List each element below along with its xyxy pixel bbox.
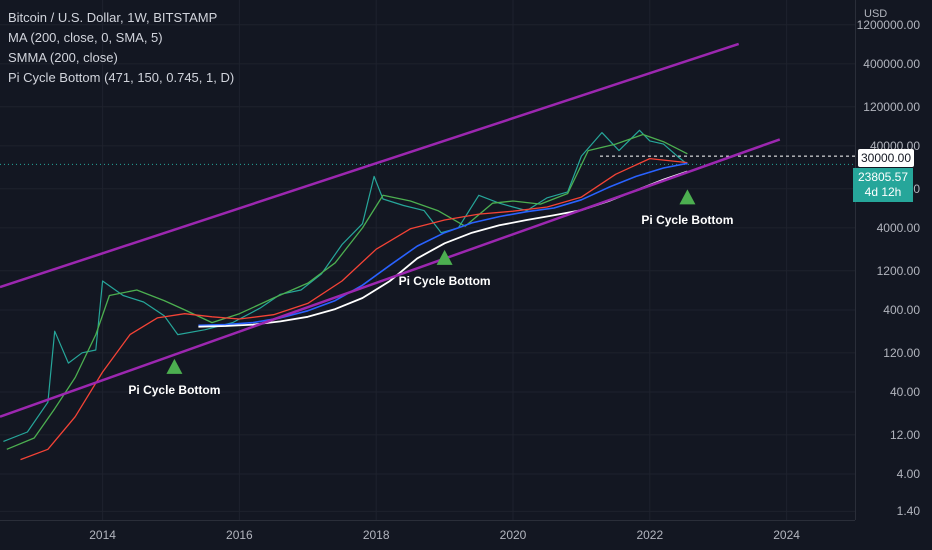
price-tick-label: 120000.00 [863,99,920,114]
chart-series [0,42,781,461]
time-tick-label: 2016 [226,528,253,542]
pi-cycle-bottom-label: Pi Cycle Bottom [641,213,734,228]
chart-markers [166,189,696,374]
price-tick-label: 400.00 [883,302,920,317]
pi-cycle-bottom-marker [166,358,183,374]
series-line-smma [20,157,688,461]
price-tick-label: 1.40 [896,504,920,519]
legend-smma[interactable]: SMMA (200, close) [8,50,118,65]
price-tick-label: 1200.00 [876,263,920,278]
currency-label: USD [864,8,888,20]
series-line-channel-lower [0,138,781,418]
price-tick-label: 4.00 [896,467,920,481]
level-price-tag: 30000.00 [858,149,914,167]
series-line-price [3,129,688,442]
legend-ma[interactable]: MA (200, close, 0, SMA, 5) [8,30,163,45]
time-axis[interactable]: 2014 2016 2018 2020 2022 2024 [0,520,855,550]
price-chart[interactable] [0,0,855,520]
price-tick-label: 120.00 [883,345,920,360]
last-price-value: 23805.57 [857,170,909,184]
pi-cycle-bottom-label: Pi Cycle Bottom [398,273,491,288]
legend-pi-cycle-bottom[interactable]: Pi Cycle Bottom (471, 150, 0.745, 1, D) [8,70,235,85]
time-tick-label: 2018 [362,528,390,542]
chart-legend: Bitcoin / U.S. Dollar, 1W, BITSTAMP MA (… [8,8,234,88]
pi-cycle-bottom-marker [436,249,453,265]
price-axis[interactable]: USD 1200000.00 400000.00 120000.00 40000.00… [855,0,932,520]
price-tick-label: 4000.00 [876,220,920,235]
series-line-channel-upper [0,42,740,289]
time-tick-label: 2024 [773,528,800,542]
last-price-tag: 23805.57 4d 12h [853,168,913,202]
price-tick-label: 1200000.00 [856,17,920,32]
bar-countdown: 4d 12h [864,185,902,199]
time-tick-label: 2014 [89,528,116,542]
pi-cycle-bottom-label: Pi Cycle Bottom [128,382,221,397]
series-line-ma [6,133,688,450]
price-tick-label: 40.00 [889,384,920,399]
time-tick-label: 2020 [499,528,527,542]
price-tick-label: 12.00 [889,427,920,442]
legend-symbol-title[interactable]: Bitcoin / U.S. Dollar, 1W, BITSTAMP [8,10,218,25]
series-line-pi-b [198,170,688,328]
time-tick-label: 2022 [636,528,664,542]
price-tick-label: 400000.00 [863,56,920,71]
pi-cycle-bottom-marker [679,189,696,205]
